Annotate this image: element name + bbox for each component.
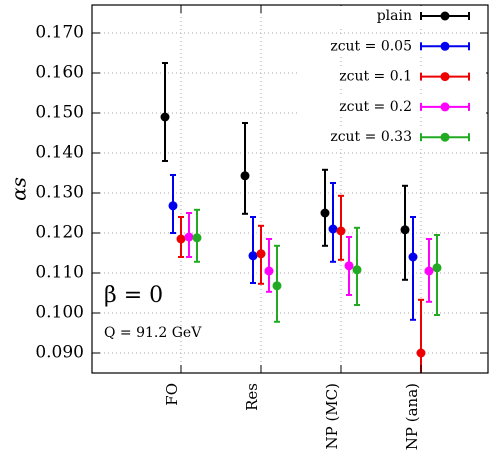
y-tick-label: 0.170 [35, 23, 84, 43]
legend-marker [440, 132, 450, 142]
legend-bg [300, 6, 486, 26]
legend-label: zcut = 0.05 [330, 38, 412, 54]
point [184, 232, 194, 242]
legend-bg [300, 127, 486, 148]
point [240, 171, 250, 181]
point [344, 261, 354, 271]
point [256, 249, 266, 259]
y-tick-label: 0.160 [35, 63, 84, 83]
y-tick-label: 0.120 [35, 223, 84, 243]
x-tick-label: NP (ana) [403, 383, 421, 450]
y-tick-label: 0.130 [35, 183, 84, 203]
y-tick-label: 0.100 [35, 303, 84, 323]
legend-label: zcut = 0.1 [339, 69, 412, 85]
point [168, 201, 178, 211]
y-tick-label: 0.140 [35, 143, 84, 163]
legend-bg [300, 96, 486, 117]
y-tick-label: 0.090 [35, 343, 84, 363]
legend-label: plain [377, 8, 412, 24]
point [248, 251, 258, 261]
point [328, 224, 338, 234]
y-tick-label: 0.110 [35, 263, 84, 283]
legend-label: zcut = 0.2 [339, 99, 412, 115]
point [160, 112, 170, 122]
plot-frame [91, 4, 489, 374]
point [400, 225, 410, 235]
x-tick-label: NP (MC) [323, 383, 341, 450]
legend-bg [300, 66, 486, 87]
point [408, 252, 418, 262]
point [432, 263, 442, 273]
legend-bg [300, 36, 486, 57]
legend-marker [440, 102, 450, 112]
annotation: β = 0 [104, 283, 163, 308]
point [272, 281, 282, 291]
point [320, 208, 330, 218]
y-axis-label: αs [7, 177, 31, 201]
legend-marker [440, 41, 450, 51]
legend-marker [440, 11, 450, 21]
legend-label: zcut = 0.33 [330, 129, 412, 145]
point [192, 233, 202, 243]
x-tick-label: FO [163, 383, 181, 406]
point [416, 348, 426, 358]
x-tick-label: Res [243, 383, 261, 411]
point [336, 226, 346, 236]
point [424, 266, 434, 276]
point [264, 266, 274, 276]
point [352, 265, 362, 275]
annotation: Q = 91.2 GeV [104, 325, 202, 341]
legend-marker [440, 72, 450, 82]
point [176, 234, 186, 244]
y-tick-label: 0.150 [35, 103, 84, 123]
